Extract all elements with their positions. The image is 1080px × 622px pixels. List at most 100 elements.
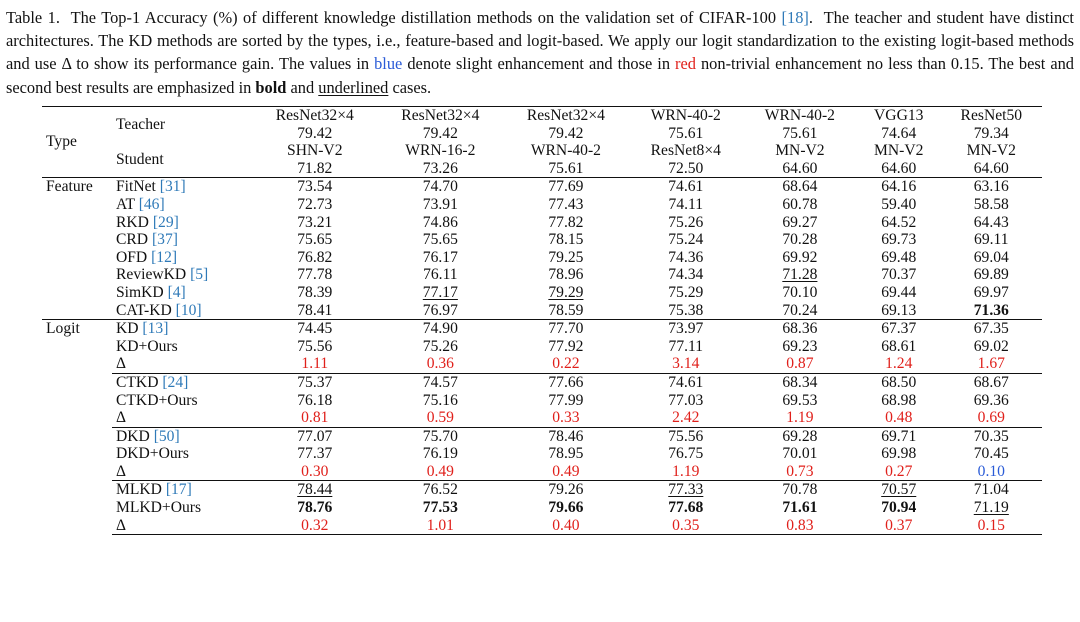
cell-value: 71.82 — [297, 159, 333, 177]
cell-value: KD — [116, 320, 143, 338]
citation-link[interactable]: [17] — [165, 481, 192, 499]
value-cell: 78.95 — [503, 445, 629, 463]
cell-value: 74.61 — [668, 373, 704, 391]
cell-value: 1.11 — [301, 355, 329, 373]
value-cell: 71.28 — [743, 266, 857, 284]
cell-value: 67.35 — [973, 320, 1009, 338]
cell-value: 68.34 — [782, 373, 818, 391]
citation-link[interactable]: [31] — [159, 178, 186, 196]
cell-value: 74.61 — [668, 178, 704, 196]
cell-value: 0.30 — [301, 462, 329, 480]
value-cell: 77.99 — [503, 392, 629, 410]
cell-value: MN-V2 — [874, 142, 924, 160]
citation-link[interactable]: [5] — [190, 266, 209, 284]
cell-value: 0.35 — [672, 516, 700, 534]
cell-value: 76.18 — [297, 391, 333, 409]
cell-value: 79.42 — [548, 124, 584, 142]
cell-value: 77.92 — [548, 337, 584, 355]
cell-value: 78.76 — [297, 499, 333, 517]
teacher-header: VGG13 74.64 — [856, 106, 941, 143]
value-cell: 78.41 — [252, 302, 378, 320]
cell-value: 68.36 — [782, 320, 818, 338]
cell-value: 76.11 — [423, 266, 458, 284]
cell-value: 74.45 — [297, 320, 333, 338]
citation-link[interactable]: [50] — [153, 427, 180, 445]
method-name: CTKD [24] — [112, 372, 252, 392]
cell-value: 73.26 — [422, 159, 458, 177]
table-row: ReviewKD [5] 77.78 76.11 78.96 74.34 71.28 70.… — [42, 266, 1042, 284]
cell-value: 60.78 — [782, 195, 818, 213]
value-cell: 68.34 — [742, 372, 857, 392]
citation-link[interactable]: [24] — [162, 373, 189, 391]
value-cell: 76.97 — [378, 302, 504, 320]
cell-value: 0.40 — [552, 516, 580, 534]
cell-value: 69.44 — [881, 283, 917, 301]
value-cell: 75.26 — [629, 214, 743, 232]
header-row-student: Student SHN-V2 71.82 WRN-16-2 73.26 WRN-40-2 7… — [42, 142, 1042, 178]
value-cell: 69.27 — [743, 214, 857, 232]
method-name: CRD [37] — [112, 231, 252, 249]
cell-value: 79.26 — [548, 481, 584, 499]
cell-value: 64.16 — [881, 178, 917, 196]
value-cell: 77.69 — [503, 177, 629, 196]
value-cell: 75.16 — [378, 392, 504, 410]
cell-value: 77.11 — [668, 337, 704, 355]
caption-red-word: red — [675, 54, 696, 74]
value-cell: 76.19 — [378, 445, 504, 463]
cell-value: 1.01 — [426, 516, 454, 534]
value-cell: 70.10 — [743, 284, 857, 302]
cell-value: 70.24 — [782, 301, 818, 319]
cell-value: 73.54 — [297, 178, 333, 196]
method-name: Δ — [112, 516, 252, 536]
cell-value: 73.91 — [422, 195, 458, 213]
citation-link[interactable]: [18] — [781, 8, 809, 27]
cell-value: 78.41 — [297, 301, 333, 319]
method-name: MLKD [17] — [112, 480, 252, 500]
cell-value: 77.69 — [548, 178, 584, 196]
table-row: CRD [37] 75.65 75.65 78.15 75.24 70.28 69.73 69… — [42, 231, 1042, 249]
cell-value: 75.56 — [297, 337, 333, 355]
value-cell: 70.28 — [743, 231, 857, 249]
delta-cell: 0.22 — [503, 355, 629, 373]
value-cell: 76.17 — [378, 249, 504, 267]
caption-text: . The teacher and student have distinct … — [6, 8, 1079, 74]
value-cell: 75.56 — [252, 338, 378, 356]
cell-value: 70.94 — [881, 499, 917, 517]
teacher-label: Teacher — [112, 106, 252, 143]
cell-value: Teacher — [116, 115, 166, 133]
cell-value: 76.82 — [297, 248, 333, 266]
value-cell: 77.92 — [503, 338, 629, 356]
type-label-feature: Feature — [42, 177, 112, 320]
value-cell: 77.82 — [503, 214, 629, 232]
cell-value: 74.90 — [422, 320, 458, 338]
cell-value: 79.42 — [297, 124, 333, 142]
value-cell: 68.98 — [857, 392, 941, 410]
citation-link[interactable]: [12] — [151, 248, 178, 266]
cell-value: 79.29 — [548, 283, 584, 301]
cell-value: 77.82 — [548, 213, 584, 231]
value-cell: 74.61 — [628, 177, 743, 196]
value-cell: 68.36 — [742, 319, 857, 338]
delta-cell: 0.30 — [252, 463, 378, 481]
cell-value: 78.46 — [548, 427, 584, 445]
citation-link[interactable]: [10] — [175, 301, 202, 319]
value-cell: 74.34 — [629, 266, 743, 284]
citation-link[interactable]: [4] — [167, 283, 186, 301]
citation-link[interactable]: [46] — [138, 195, 165, 213]
delta-cell: 3.14 — [629, 355, 743, 373]
table-row: MLKD+Ours 78.76 77.53 79.66 77.68 71.61 70.94 7… — [42, 499, 1042, 517]
value-cell: 64.16 — [856, 177, 941, 196]
delta-cell: 0.83 — [742, 516, 857, 536]
cell-value: 71.61 — [782, 499, 818, 517]
method-name: Δ — [112, 463, 252, 481]
citation-link[interactable]: [13] — [142, 320, 169, 338]
citation-link[interactable]: [29] — [152, 213, 179, 231]
cell-value: 67.37 — [881, 320, 917, 338]
cell-value: 70.57 — [881, 481, 917, 499]
cell-value: 0.10 — [977, 462, 1005, 480]
value-cell: 69.89 — [941, 266, 1042, 284]
cell-value: Δ — [116, 516, 127, 534]
cell-value: DKD+Ours — [116, 445, 189, 463]
citation-link[interactable]: [37] — [151, 231, 178, 249]
cell-value: 68.98 — [881, 391, 917, 409]
